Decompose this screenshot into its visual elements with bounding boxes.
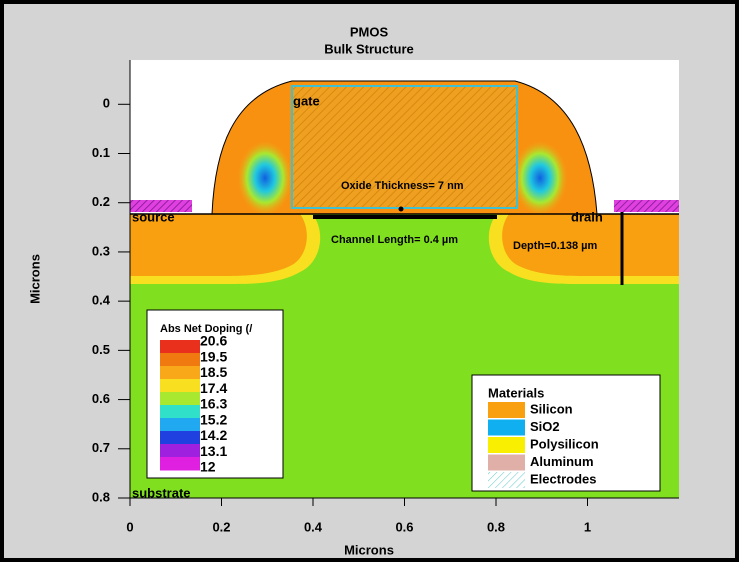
- colorbar-label: 17.4: [200, 380, 227, 396]
- colorbar-label: 20.6: [200, 333, 227, 349]
- legend-swatch: [488, 472, 525, 488]
- legend-label: SiO2: [530, 419, 560, 434]
- y-tick-label: 0.2: [92, 194, 110, 209]
- legend-swatch: [488, 420, 525, 436]
- x-tick-label: 1: [584, 519, 591, 534]
- chart-title: PMOS: [350, 24, 389, 39]
- oxide-marker: [399, 207, 404, 212]
- x-tick-label: 0.4: [304, 519, 323, 534]
- y-tick-label: 0.6: [92, 391, 110, 406]
- x-tick-label: 0.2: [212, 519, 230, 534]
- chart: gate source drain substrate Oxide Thickn…: [0, 0, 739, 562]
- y-tick-label: 0.8: [92, 489, 110, 504]
- colorbar-swatch: [160, 392, 200, 406]
- legend-title: Materials: [488, 385, 544, 400]
- y-tick-label: 0: [103, 96, 110, 111]
- colorbar-label: 16.3: [200, 396, 227, 412]
- colorbar-label: 12: [200, 459, 216, 475]
- x-tick-label: 0.6: [395, 519, 413, 534]
- colorbar-label: 13.1: [200, 443, 227, 459]
- colorbar-swatch: [160, 340, 200, 354]
- annotation: Depth=0.138 µm: [513, 240, 598, 252]
- colorbar-swatch: [160, 431, 200, 445]
- colorbar-swatch: [160, 418, 200, 432]
- spacer-doping: [237, 140, 293, 216]
- colorbar-swatch: [160, 457, 200, 471]
- legend-label: Aluminum: [530, 454, 594, 469]
- spacer-doping: [512, 140, 568, 216]
- x-axis-label: Microns: [344, 542, 394, 557]
- drain-electrode: [614, 200, 679, 212]
- annotation: Oxide Thickness= 7 nm: [341, 180, 464, 192]
- colorbar-swatch: [160, 444, 200, 458]
- y-axis-label: Microns: [27, 254, 42, 304]
- y-tick-label: 0.1: [92, 145, 110, 160]
- x-tick-label: 0: [126, 519, 133, 534]
- annotation: drain: [571, 209, 603, 224]
- y-tick-label: 0.4: [92, 293, 111, 308]
- chart-subtitle: Bulk Structure: [324, 41, 414, 56]
- y-tick-label: 0.3: [92, 243, 110, 258]
- colorbar-swatch: [160, 405, 200, 419]
- colorbar-swatch: [160, 379, 200, 393]
- x-tick-label: 0.8: [487, 519, 505, 534]
- colorbar-label: 18.5: [200, 364, 227, 380]
- annotation: source: [132, 209, 175, 224]
- colorbar-label: 19.5: [200, 348, 227, 364]
- y-tick-label: 0.7: [92, 440, 110, 455]
- legend-label: Electrodes: [530, 471, 596, 486]
- legend-swatch: [488, 402, 525, 418]
- legend-label: Silicon: [530, 401, 573, 416]
- legend-swatch: [488, 437, 525, 453]
- annotation: Channel Length= 0.4 µm: [331, 234, 458, 246]
- colorbar-swatch: [160, 353, 200, 367]
- legend-label: Polysilicon: [530, 436, 599, 451]
- legend-swatch: [488, 455, 525, 471]
- colorbar-label: 15.2: [200, 411, 227, 427]
- colorbar-swatch: [160, 366, 200, 380]
- y-tick-label: 0.5: [92, 342, 110, 357]
- colorbar-label: 14.2: [200, 427, 227, 443]
- annotation: gate: [293, 93, 320, 108]
